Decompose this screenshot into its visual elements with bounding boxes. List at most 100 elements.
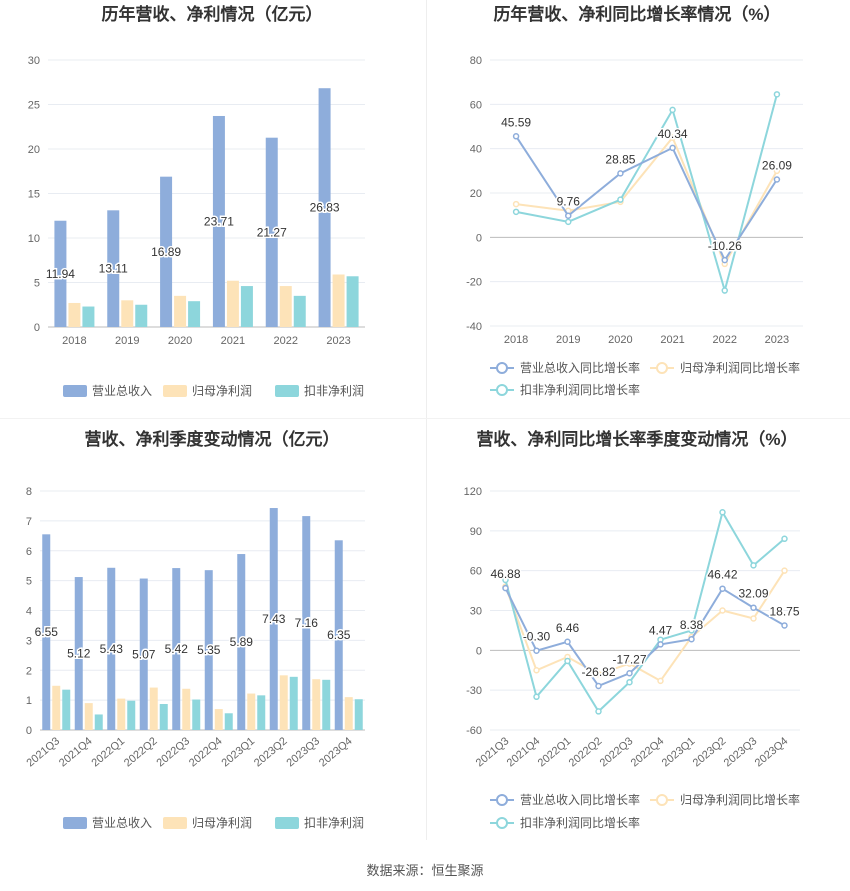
data-label: 26.83 bbox=[310, 201, 340, 215]
series-point bbox=[502, 576, 509, 584]
quarter-growth-line-chart: 营收、净利同比增长率季度变动情况（%） -60 -30 0 30 60 90 120 2021Q… bbox=[425, 425, 850, 850]
legend-swatch bbox=[275, 385, 299, 397]
data-label: -0.30 bbox=[523, 630, 551, 644]
data-label: 5.89 bbox=[230, 635, 254, 649]
bar-net-profit bbox=[226, 280, 239, 327]
x-tick-label: 2020 bbox=[608, 334, 632, 346]
x-tick-label: 2022 bbox=[713, 334, 737, 346]
y-tick-label: 30 bbox=[28, 55, 40, 67]
x-tick-label: 2019 bbox=[115, 335, 139, 347]
data-label: 18.75 bbox=[769, 604, 799, 618]
y-tick-label: 5 bbox=[26, 576, 32, 588]
legend-label: 扣非净利润 bbox=[304, 816, 364, 830]
bar-revenue bbox=[212, 115, 225, 327]
bar-deducted-profit bbox=[354, 699, 363, 730]
x-tick-label: 2021Q3 bbox=[474, 735, 512, 769]
y-tick-label: 0 bbox=[476, 232, 482, 244]
chart-title: 历年营收、净利同比增长率情况（%） bbox=[493, 4, 780, 24]
y-tick-label: 30 bbox=[470, 606, 482, 618]
series-point bbox=[512, 200, 520, 208]
quarter-bar-chart: 营收、净利季度变动情况（亿元） 0 1 2 3 4 5 6 7 8 2021Q3 2021Q4 2022… bbox=[0, 425, 425, 850]
series-point bbox=[626, 660, 633, 667]
series-point bbox=[533, 647, 540, 654]
bar-deducted-profit bbox=[240, 286, 253, 327]
bar-net-profit bbox=[344, 697, 353, 730]
data-label: 32.09 bbox=[738, 587, 768, 601]
chart-title: 营收、净利同比增长率季度变动情况（%） bbox=[476, 429, 797, 449]
series-point bbox=[773, 176, 781, 183]
bar-revenue bbox=[265, 137, 278, 327]
y-tick-label: 1 bbox=[26, 695, 32, 707]
y-tick-label: 0 bbox=[34, 322, 40, 334]
legend-swatch bbox=[63, 385, 87, 397]
bar-deducted-profit bbox=[293, 295, 306, 327]
legend-label: 营业总收入 bbox=[92, 816, 152, 830]
bar-net-profit bbox=[84, 703, 93, 730]
series-point bbox=[721, 287, 728, 294]
chart-title: 历年营收、净利情况（亿元） bbox=[102, 4, 323, 24]
data-label: 21.27 bbox=[257, 225, 287, 239]
bar-revenue bbox=[172, 568, 181, 730]
legend-marker bbox=[496, 384, 508, 396]
data-label: 46.42 bbox=[707, 568, 737, 582]
y-tick-label: -30 bbox=[466, 685, 482, 697]
data-label: -17.27 bbox=[612, 652, 646, 666]
x-tick-label: 2021Q4 bbox=[57, 735, 95, 769]
bar-net-profit bbox=[174, 295, 187, 327]
series-point bbox=[657, 641, 664, 648]
x-tick-label: 2018 bbox=[504, 334, 528, 346]
bar-deducted-profit bbox=[62, 689, 71, 730]
series-point bbox=[688, 635, 695, 643]
data-label: 5.07 bbox=[132, 647, 156, 661]
series-point bbox=[617, 196, 624, 203]
bar-net-profit bbox=[279, 286, 292, 327]
series-point bbox=[719, 508, 726, 516]
series-line-deducted-profit bbox=[515, 94, 778, 295]
legend-marker bbox=[496, 362, 508, 374]
bar-revenue bbox=[318, 88, 331, 327]
series-line-revenue bbox=[515, 135, 778, 263]
series-point bbox=[617, 170, 624, 177]
series-point bbox=[773, 167, 781, 175]
y-tick-label: 120 bbox=[464, 486, 482, 498]
series-point bbox=[773, 91, 781, 98]
y-tick-label: -20 bbox=[466, 277, 482, 289]
x-tick-label: 2019 bbox=[556, 334, 580, 346]
x-tick-label: 2023 bbox=[765, 334, 789, 346]
x-tick-label: 2018 bbox=[62, 335, 86, 347]
data-label: 11.94 bbox=[46, 267, 75, 281]
bar-revenue bbox=[204, 570, 213, 730]
bar-revenue bbox=[334, 540, 343, 730]
bar-deducted-profit bbox=[135, 304, 148, 327]
bar-net-profit bbox=[247, 693, 256, 730]
data-label: 5.35 bbox=[197, 643, 221, 657]
legend-marker bbox=[656, 362, 668, 374]
series-point bbox=[595, 682, 602, 690]
x-tick-label: 2023Q2 bbox=[691, 735, 729, 769]
bar-net-profit bbox=[68, 302, 81, 327]
bar-deducted-profit bbox=[127, 700, 136, 730]
legend-label: 归母净利润 bbox=[192, 384, 252, 398]
series-line-net-profit bbox=[504, 570, 786, 683]
data-label: 28.85 bbox=[605, 152, 635, 166]
series-point bbox=[669, 134, 676, 141]
bar-net-profit bbox=[214, 709, 223, 730]
x-tick-label: 2023Q1 bbox=[219, 735, 257, 769]
y-tick-label: 25 bbox=[28, 100, 40, 112]
legend-label: 营业总收入同比增长率 bbox=[520, 792, 640, 807]
data-label: 40.34 bbox=[658, 127, 688, 141]
bar-net-profit bbox=[52, 685, 61, 730]
bar-deducted-profit bbox=[192, 699, 201, 730]
y-tick-label: 2 bbox=[26, 665, 32, 677]
bar-net-profit bbox=[182, 688, 191, 730]
y-tick-label: 40 bbox=[470, 144, 482, 156]
bar-deducted-profit bbox=[94, 714, 103, 730]
y-tick-label: 60 bbox=[470, 99, 482, 111]
y-tick-label: 4 bbox=[26, 606, 32, 618]
data-label: 9.76 bbox=[557, 195, 581, 209]
data-label: 7.16 bbox=[295, 616, 319, 630]
annual-growth-line-chart-svg: 历年营收、净利同比增长率情况（%） -40 -20 0 20 40 60 80 2018 2019… bbox=[466, 4, 803, 397]
series-point bbox=[512, 133, 520, 140]
y-tick-label: 20 bbox=[470, 188, 482, 200]
y-tick-label: 7 bbox=[26, 516, 32, 528]
